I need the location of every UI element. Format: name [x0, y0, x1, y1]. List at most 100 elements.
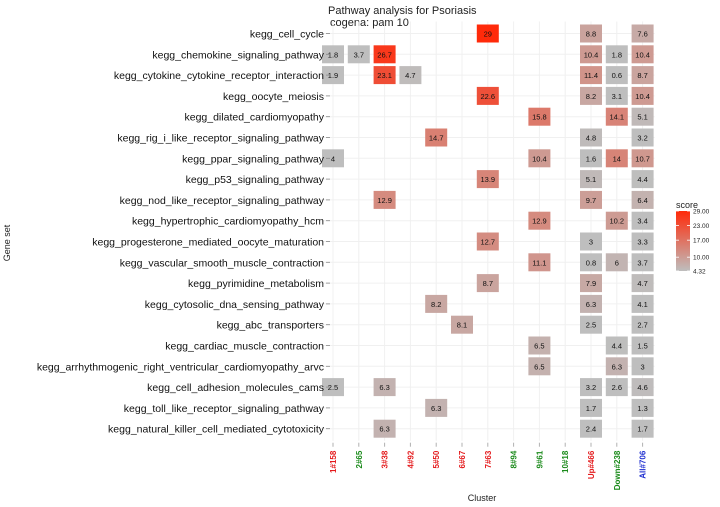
heatmap-cell — [631, 128, 654, 147]
row-label: kegg_pyrimidine_metabolism — [188, 278, 324, 290]
cell-value-label: 0.8 — [586, 258, 596, 267]
legend-title: score — [676, 200, 698, 210]
heatmap-cell — [605, 45, 628, 64]
heatmap-cell — [347, 45, 370, 64]
row-label: kegg_ppar_signaling_pathway — [182, 153, 325, 165]
heatmap-cells: 29 8.8 7.6 1.8 3.7 26.7 10.4 1.8 10.4 1.9 23.1 4.7 1… — [322, 24, 654, 438]
heatmap-cell — [399, 66, 422, 85]
row-labels: kegg_cell_cycle kegg_chemokine_signaling_… — [37, 29, 330, 436]
column-label: 7#63 — [484, 450, 493, 468]
heatmap-cell — [528, 336, 551, 355]
row-label: kegg_dilated_cardiomyopathy — [184, 112, 324, 124]
cell-value-label: 14.1 — [609, 113, 624, 122]
cell-value-label: 8.1 — [457, 321, 467, 330]
cell-value-label: 6.3 — [612, 362, 622, 371]
cell-value-label: 1.7 — [637, 425, 647, 434]
heatmap-cell — [322, 378, 344, 397]
cell-value-label: 22.6 — [480, 92, 495, 101]
cell-value-label: 8.8 — [586, 30, 596, 39]
cell-value-label: 4.4 — [637, 175, 647, 184]
column-label: 9#61 — [535, 450, 544, 468]
cell-value-label: 1.6 — [586, 154, 596, 163]
row-label: kegg_progesterone_mediated_oocyte_matura… — [92, 237, 324, 249]
chart-title: Pathway analysis for Psoriasis — [328, 5, 477, 17]
cell-value-label: 3.4 — [637, 217, 647, 226]
heatmap-cell — [373, 45, 396, 64]
cell-value-label: 6.5 — [534, 362, 544, 371]
heatmap-cell — [580, 170, 602, 189]
heatmap-cell — [605, 253, 628, 272]
column-label: 5#50 — [432, 450, 441, 468]
x-axis-title: Cluster — [468, 493, 497, 503]
cell-value-label: 4 — [331, 154, 335, 163]
cell-value-label: 5.1 — [637, 113, 647, 122]
row-label: kegg_rig_i_like_receptor_signaling_pathw… — [117, 133, 324, 145]
heatmap-cell — [605, 66, 628, 85]
heatmap-cell — [605, 149, 628, 168]
cell-value-label: 6.4 — [637, 196, 647, 205]
row-label: kegg_cytosolic_dna_sensing_pathway — [145, 299, 325, 311]
heatmap-cell — [605, 86, 628, 105]
cell-value-label: 4.7 — [405, 71, 415, 80]
cell-value-label: 4.1 — [637, 300, 647, 309]
column-label: 1#158 — [329, 450, 338, 473]
column-label: 4#92 — [406, 450, 415, 468]
cell-value-label: 6.3 — [586, 300, 596, 309]
heatmap-cell — [631, 294, 654, 313]
heatmap-cell — [631, 315, 654, 334]
cell-value-label: 10.4 — [584, 50, 599, 59]
heatmap-cell — [631, 86, 654, 105]
column-label: 2#65 — [355, 450, 364, 468]
cell-value-label: 1.8 — [612, 50, 622, 59]
cell-value-label: 2.4 — [586, 425, 596, 434]
row-label: kegg_cell_adhesion_molecules_cams — [147, 382, 324, 394]
row-label: kegg_arrhythmogenic_right_ventricular_ca… — [37, 361, 324, 373]
row-label: kegg_p53_signaling_pathway — [186, 174, 325, 186]
legend-tick-label: 23.00 — [693, 223, 710, 230]
heatmap-cell — [631, 274, 654, 293]
heatmap-cell — [631, 419, 654, 438]
cell-value-label: 3 — [589, 238, 593, 247]
cell-value-label: 4.4 — [612, 342, 622, 351]
legend: score 29.00 23.00 17.00 10.00 4.32 — [676, 200, 710, 275]
cell-value-label: 3 — [641, 362, 645, 371]
heatmap-cell — [605, 211, 628, 230]
heatmap-cell — [631, 378, 654, 397]
cell-value-label: 11.1 — [532, 258, 546, 267]
heatmap-cell — [631, 170, 654, 189]
cell-value-label: 6 — [615, 258, 619, 267]
heatmap-cell — [580, 24, 602, 43]
cell-value-label: 5.1 — [586, 175, 596, 184]
cell-value-label: 6.3 — [379, 383, 389, 392]
cell-value-label: 8.2 — [586, 92, 596, 101]
heatmap-cell — [580, 66, 602, 85]
cell-value-label: 2.5 — [586, 321, 596, 330]
cell-value-label: 8.7 — [483, 279, 493, 288]
legend-tick-label: 10.00 — [693, 254, 710, 261]
heatmap-cell — [476, 86, 499, 105]
row-label: kegg_toll_like_receptor_signaling_pathwa… — [124, 403, 325, 415]
cell-value-label: 6.5 — [534, 342, 544, 351]
cell-value-label: 3.3 — [637, 238, 647, 247]
chart-subtitle: cogena: pam 10 — [330, 17, 409, 29]
column-label: 10#18 — [561, 450, 570, 473]
cell-value-label: 14 — [613, 154, 621, 163]
row-label: kegg_cell_cycle — [250, 29, 324, 41]
cell-value-label: 6.3 — [431, 404, 441, 413]
column-label: Down#238 — [613, 450, 622, 490]
cell-value-label: 23.1 — [377, 71, 392, 80]
cell-value-label: 10.4 — [635, 92, 650, 101]
cell-value-label: 14.7 — [429, 134, 444, 143]
cell-value-label: 1.9 — [328, 71, 338, 80]
cell-value-label: 15.8 — [532, 113, 547, 122]
heatmap-cell — [631, 66, 654, 85]
row-label: kegg_cytokine_cytokine_receptor_interact… — [114, 70, 324, 82]
row-label: kegg_oocyte_meiosis — [223, 91, 324, 103]
heatmap-cell — [322, 66, 344, 85]
cell-value-label: 3.2 — [586, 383, 596, 392]
heatmap-cell — [631, 107, 654, 126]
row-label: kegg_vascular_smooth_muscle_contraction — [120, 257, 324, 269]
cell-value-label: 3.2 — [637, 134, 647, 143]
cell-value-label: 10.4 — [635, 50, 650, 59]
column-label: 3#38 — [381, 450, 390, 468]
